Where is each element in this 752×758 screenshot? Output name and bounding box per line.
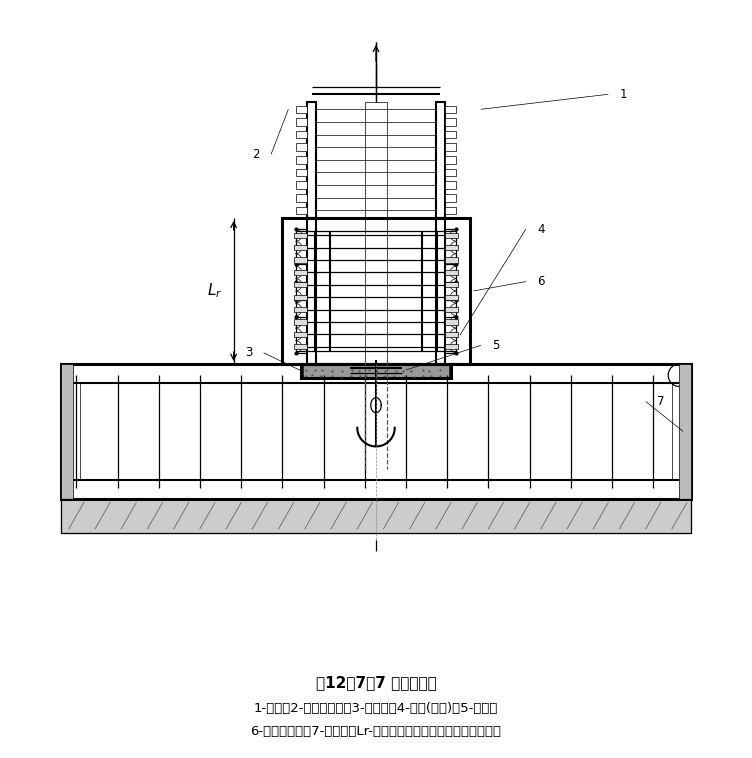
Bar [293, 344, 307, 349]
Bar [62, 499, 690, 533]
Bar [445, 143, 456, 151]
Bar [62, 364, 690, 499]
Bar [680, 364, 690, 499]
Bar [436, 218, 445, 364]
Bar [293, 319, 307, 324]
Bar [445, 233, 459, 238]
Bar [282, 218, 470, 364]
Bar [296, 156, 307, 164]
Bar [445, 194, 456, 202]
Bar [293, 245, 307, 250]
Bar [293, 295, 307, 300]
Bar [293, 270, 307, 275]
Bar [436, 102, 445, 218]
Bar [445, 207, 456, 215]
Bar [365, 218, 387, 364]
Text: 3: 3 [245, 346, 253, 359]
Bar [293, 282, 307, 287]
Bar [445, 307, 459, 312]
Bar [296, 131, 307, 138]
Polygon shape [62, 499, 690, 533]
Bar [445, 257, 459, 262]
Text: 1-钢柱；2-水平加劲肋；3-柱底板；4-栓钉(可选)；5-锚栓；: 1-钢柱；2-水平加劲肋；3-柱底板；4-栓钉(可选)；5-锚栓； [254, 702, 498, 715]
Bar [307, 218, 316, 364]
Bar [445, 169, 456, 177]
Bar [445, 131, 456, 138]
Bar [293, 257, 307, 262]
Bar [80, 383, 672, 480]
Bar [296, 231, 456, 350]
Text: 1: 1 [620, 88, 627, 101]
Text: 5: 5 [493, 339, 499, 352]
Bar [62, 364, 72, 499]
Bar [445, 118, 456, 126]
Bar [445, 245, 459, 250]
Bar [445, 295, 459, 300]
Text: $L_r$: $L_r$ [208, 282, 223, 300]
Bar [365, 102, 387, 218]
Bar [302, 364, 449, 377]
Text: 6: 6 [537, 275, 544, 288]
Bar [445, 332, 459, 337]
Bar [293, 233, 307, 238]
Bar [293, 307, 307, 312]
Bar [445, 156, 456, 164]
Bar [445, 270, 459, 275]
Bar [307, 102, 316, 218]
Bar [445, 282, 459, 287]
Bar [296, 194, 307, 202]
Text: 图12．7．7 外包式柱脚: 图12．7．7 外包式柱脚 [316, 675, 436, 690]
Bar [296, 105, 307, 113]
Bar [296, 143, 307, 151]
Text: 6-外包混凝土；7-基础梁；Lr-外包混凝土顶部箍筋至柱底板的距离: 6-外包混凝土；7-基础梁；Lr-外包混凝土顶部箍筋至柱底板的距离 [250, 725, 502, 738]
Bar [445, 344, 459, 349]
Text: 4: 4 [537, 223, 544, 236]
Bar [296, 207, 307, 215]
Bar [445, 181, 456, 189]
Bar [296, 169, 307, 177]
Bar [296, 118, 307, 126]
Bar [445, 319, 459, 324]
Bar [293, 332, 307, 337]
Polygon shape [302, 364, 450, 377]
Bar [445, 105, 456, 113]
Text: 2: 2 [253, 148, 260, 161]
Text: 7: 7 [657, 395, 665, 408]
Bar [296, 181, 307, 189]
Bar [301, 364, 451, 377]
